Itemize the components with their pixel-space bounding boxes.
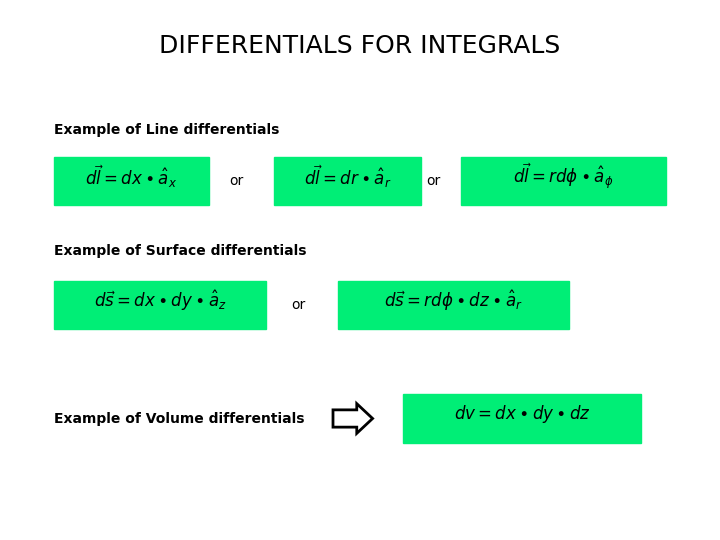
Text: Example of Volume differentials: Example of Volume differentials [54,411,305,426]
Text: $d\vec{s} = dx \bullet dy \bullet \hat{a}_z$: $d\vec{s} = dx \bullet dy \bullet \hat{a… [94,288,227,313]
Text: or: or [292,298,306,312]
Text: $d\vec{l} = rd\phi \bullet \hat{a}_\phi$: $d\vec{l} = rd\phi \bullet \hat{a}_\phi$ [513,162,613,191]
Text: $dv = dx \bullet dy \bullet dz$: $dv = dx \bullet dy \bullet dz$ [454,403,590,425]
Text: $d\vec{l} = dx \bullet \hat{a}_x$: $d\vec{l} = dx \bullet \hat{a}_x$ [85,163,178,190]
Text: DIFFERENTIALS FOR INTEGRALS: DIFFERENTIALS FOR INTEGRALS [159,34,561,58]
Polygon shape [333,404,373,433]
Text: or: or [426,174,441,188]
Text: $d\vec{s} = rd\phi \bullet dz \bullet \hat{a}_r$: $d\vec{s} = rd\phi \bullet dz \bullet \h… [384,288,523,313]
Text: $d\vec{l} = dr \bullet \hat{a}_r$: $d\vec{l} = dr \bullet \hat{a}_r$ [304,163,391,190]
Text: Example of Surface differentials: Example of Surface differentials [54,244,307,258]
Text: Example of Line differentials: Example of Line differentials [54,123,279,137]
Text: or: or [229,174,243,188]
